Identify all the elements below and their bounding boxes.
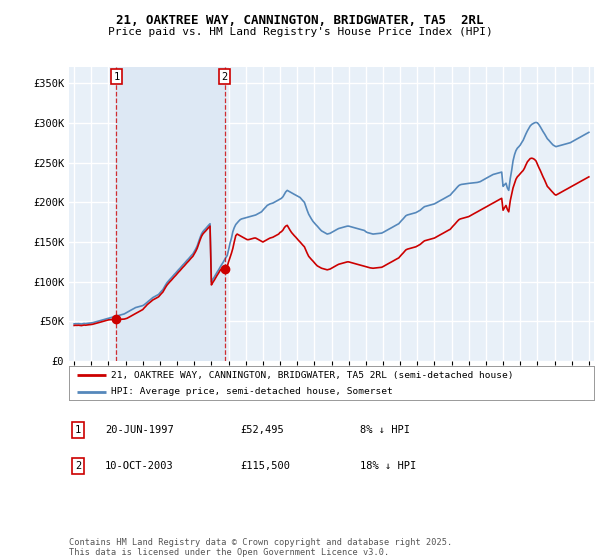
- Text: 21, OAKTREE WAY, CANNINGTON, BRIDGWATER, TA5 2RL (semi-detached house): 21, OAKTREE WAY, CANNINGTON, BRIDGWATER,…: [111, 371, 514, 380]
- Text: Price paid vs. HM Land Registry's House Price Index (HPI): Price paid vs. HM Land Registry's House …: [107, 27, 493, 37]
- Text: 1: 1: [113, 72, 119, 82]
- Bar: [116, 67, 224, 361]
- Text: Contains HM Land Registry data © Crown copyright and database right 2025.
This d: Contains HM Land Registry data © Crown c…: [69, 538, 452, 557]
- Text: 8% ↓ HPI: 8% ↓ HPI: [360, 425, 410, 435]
- Text: £52,495: £52,495: [240, 425, 284, 435]
- Text: 20-JUN-1997: 20-JUN-1997: [105, 425, 174, 435]
- Text: 2: 2: [221, 72, 228, 82]
- Text: HPI: Average price, semi-detached house, Somerset: HPI: Average price, semi-detached house,…: [111, 387, 393, 396]
- Text: 18% ↓ HPI: 18% ↓ HPI: [360, 461, 416, 471]
- Text: 1: 1: [75, 425, 81, 435]
- Text: 2: 2: [75, 461, 81, 471]
- Text: 21, OAKTREE WAY, CANNINGTON, BRIDGWATER, TA5  2RL: 21, OAKTREE WAY, CANNINGTON, BRIDGWATER,…: [116, 14, 484, 27]
- Text: 10-OCT-2003: 10-OCT-2003: [105, 461, 174, 471]
- Text: £115,500: £115,500: [240, 461, 290, 471]
